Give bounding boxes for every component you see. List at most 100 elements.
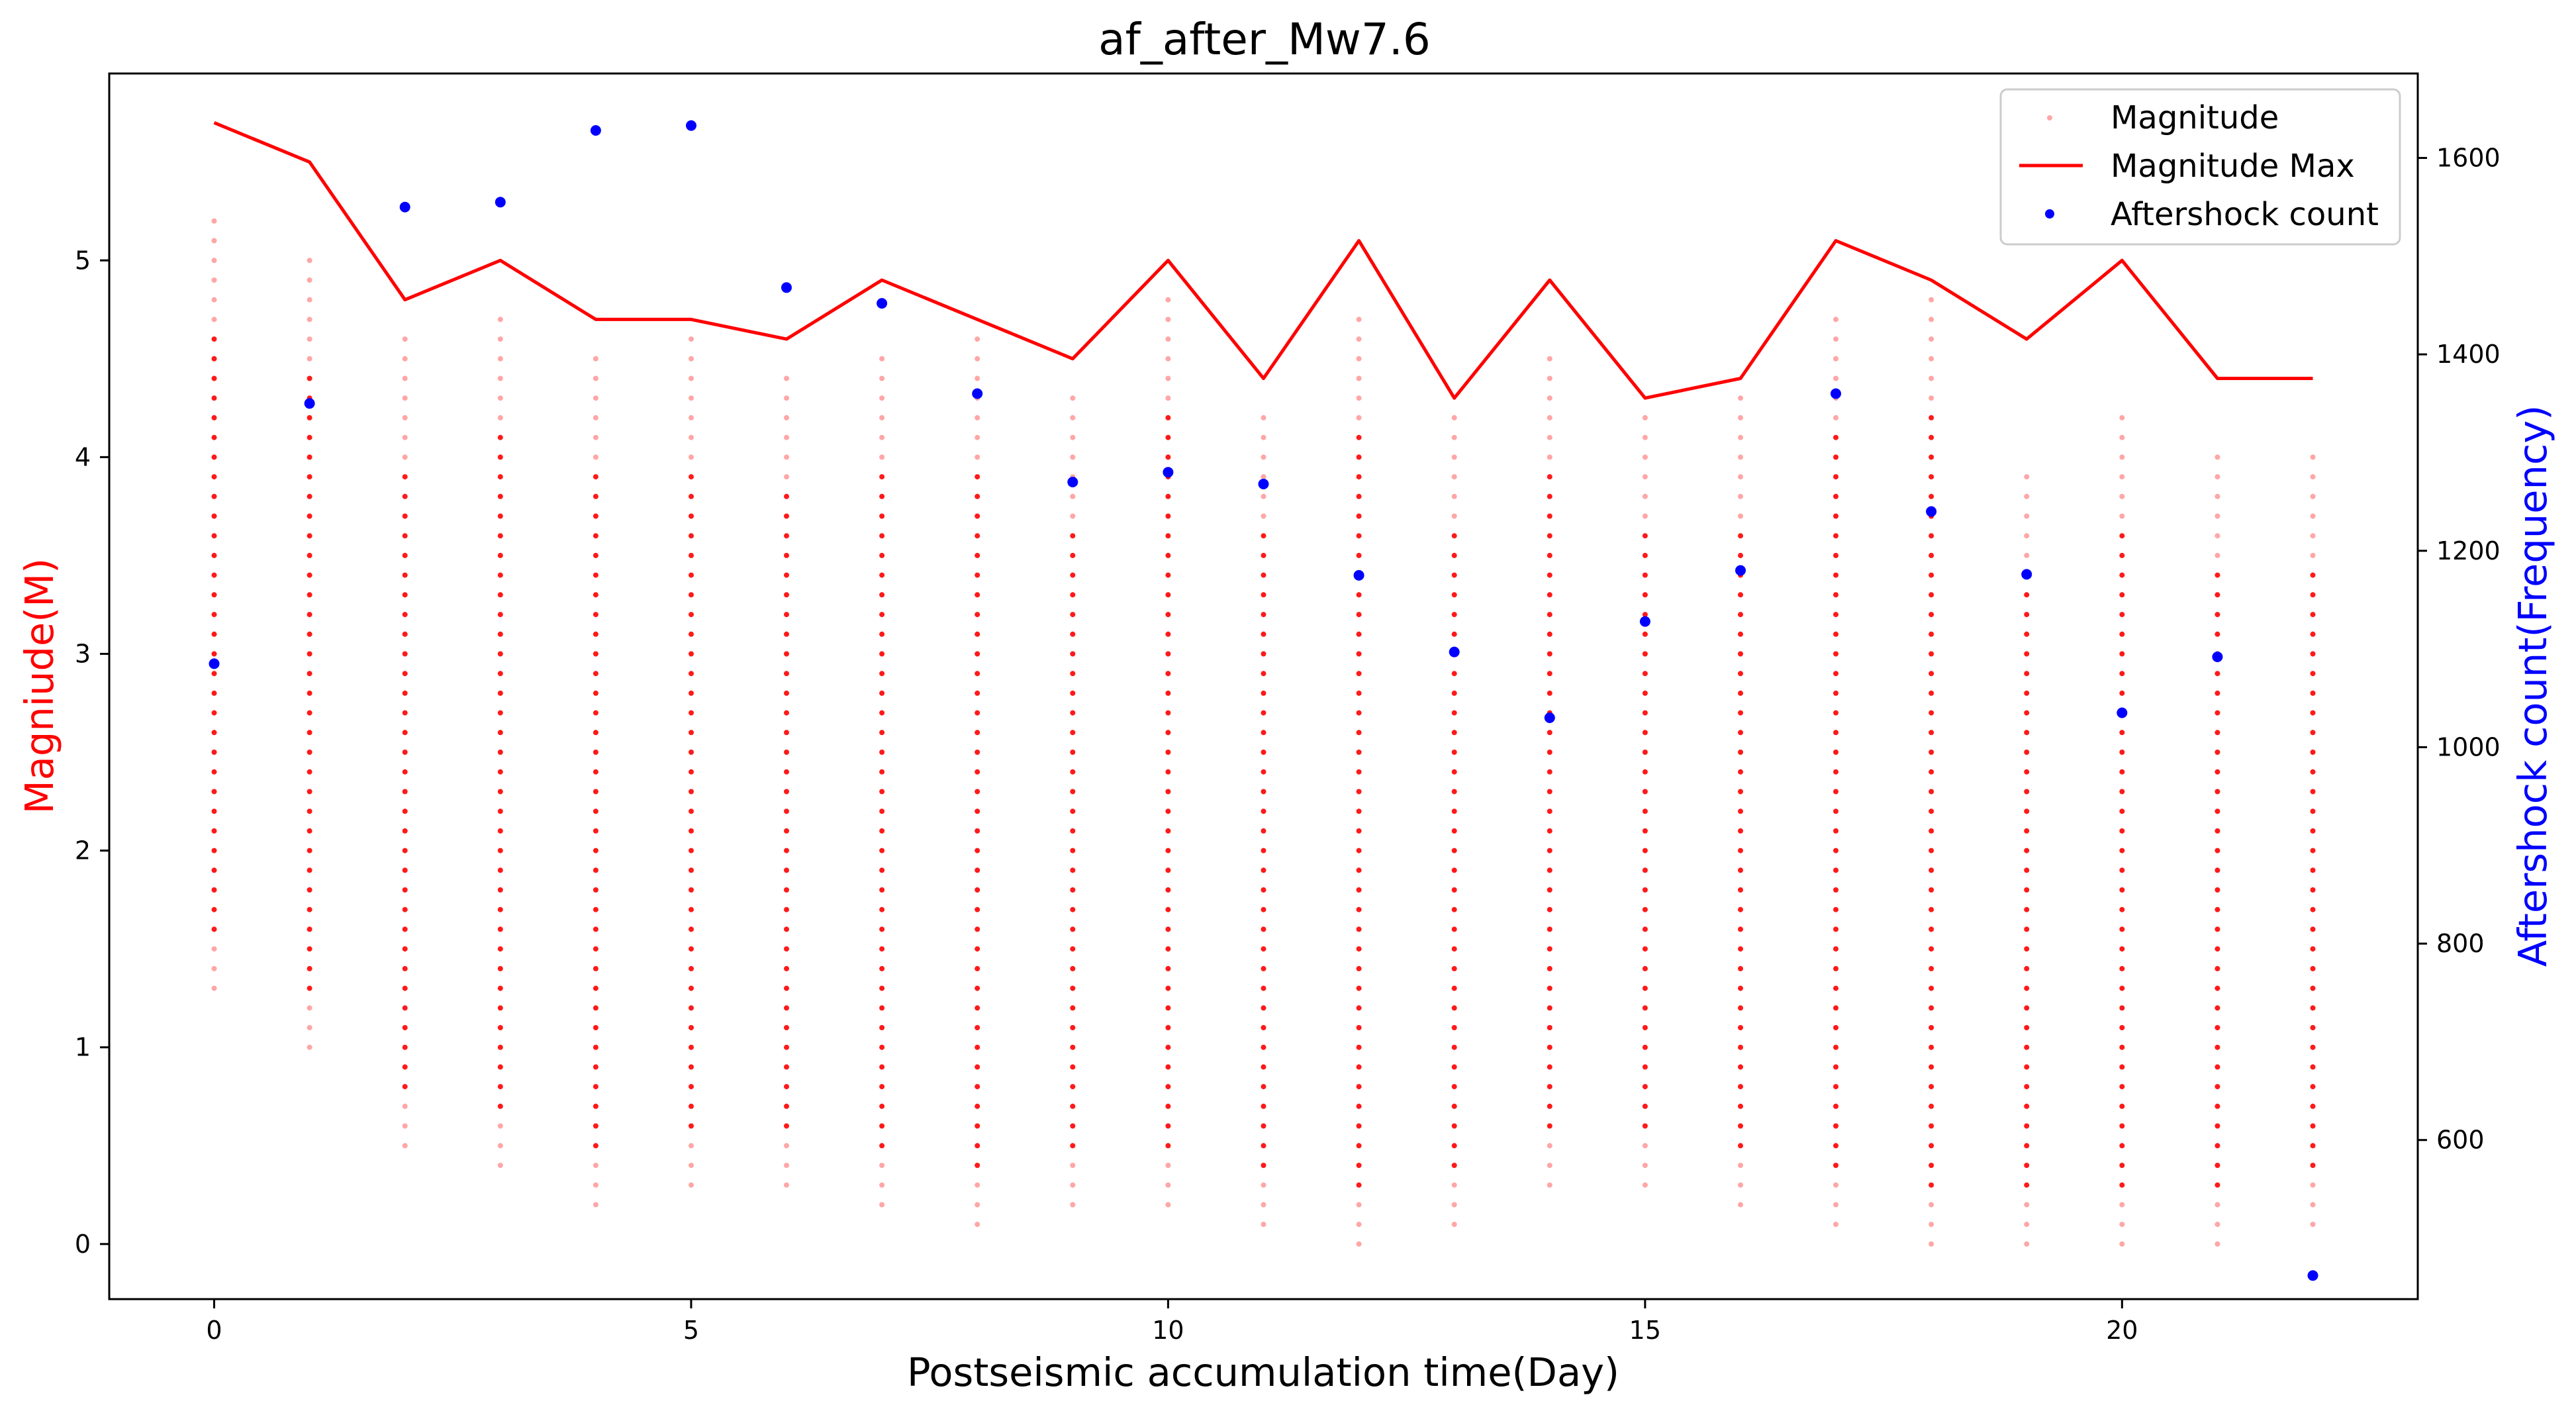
magnitude-point (497, 631, 503, 637)
magnitude-point (1261, 592, 1266, 598)
magnitude-point (2215, 572, 2220, 578)
magnitude-point (2119, 1103, 2125, 1109)
magnitude-point (975, 730, 980, 736)
magnitude-point (1356, 946, 1362, 952)
magnitude-point (593, 769, 598, 775)
magnitude-point (2310, 750, 2316, 755)
magnitude-point (1356, 1025, 1362, 1030)
magnitude-point (1738, 946, 1743, 952)
magnitude-point (1929, 572, 1934, 578)
magnitude-point (1165, 1143, 1171, 1149)
magnitude-point (1547, 513, 1552, 519)
magnitude-point (2310, 1163, 2316, 1168)
aftershock-count-point (877, 298, 888, 309)
magnitude-point (2024, 848, 2030, 854)
magnitude-point (1547, 750, 1552, 755)
magnitude-point (689, 1123, 694, 1129)
y-left-tick-label: 1 (75, 1033, 91, 1062)
magnitude-point (2024, 1103, 2030, 1109)
magnitude-point (2310, 631, 2316, 637)
magnitude-point (211, 513, 217, 519)
magnitude-point (689, 926, 694, 932)
magnitude-point (1929, 434, 1934, 440)
magnitude-point (1451, 946, 1457, 952)
magnitude-point (211, 297, 217, 303)
magnitude-point (1738, 415, 1743, 420)
magnitude-point (211, 730, 217, 736)
magnitude-point (307, 356, 312, 362)
magnitude-point (1356, 395, 1362, 401)
y-right-tick-label: 1400 (2436, 340, 2501, 369)
magnitude-point (1929, 985, 1934, 991)
magnitude-point (402, 769, 408, 775)
magnitude-point (1547, 552, 1552, 558)
magnitude-point (1165, 297, 1171, 303)
magnitude-point (2024, 1005, 2030, 1011)
magnitude-point (211, 750, 217, 755)
magnitude-point (689, 946, 694, 952)
aftershock-count-point (1067, 477, 1078, 487)
magnitude-point (975, 1044, 980, 1050)
magnitude-point (1356, 356, 1362, 362)
magnitude-point (2310, 789, 2316, 795)
magnitude-point (1833, 434, 1838, 440)
magnitude-point (593, 395, 598, 401)
magnitude-point (1070, 415, 1076, 420)
magnitude-point (1833, 985, 1838, 991)
magnitude-point (2119, 690, 2125, 696)
magnitude-point (1261, 750, 1266, 755)
magnitude-point (1833, 493, 1838, 499)
magnitude-point (402, 493, 408, 499)
magnitude-point (307, 1044, 312, 1050)
magnitude-point (1547, 415, 1552, 420)
magnitude-point (1738, 513, 1743, 519)
magnitude-point (1451, 867, 1457, 873)
magnitude-point (879, 1163, 885, 1168)
magnitude-point (1929, 395, 1934, 401)
magnitude-point (2119, 965, 2125, 971)
magnitude-point (975, 1202, 980, 1208)
magnitude-point (975, 906, 980, 912)
magnitude-point (975, 750, 980, 755)
magnitude-point (1165, 690, 1171, 696)
magnitude-point (879, 513, 885, 519)
magnitude-point (1261, 1222, 1266, 1228)
magnitude-point (1165, 533, 1171, 539)
magnitude-point (975, 808, 980, 814)
magnitude-point (1547, 1064, 1552, 1070)
magnitude-point (2119, 651, 2125, 657)
magnitude-point (1356, 336, 1362, 342)
magnitude-point (2024, 906, 2030, 912)
magnitude-point (689, 454, 694, 460)
magnitude-point (593, 730, 598, 736)
magnitude-point (1738, 808, 1743, 814)
magnitude-point (2024, 651, 2030, 657)
magnitude-point (211, 612, 217, 618)
magnitude-point (1070, 1163, 1076, 1168)
magnitude-point (1356, 906, 1362, 912)
magnitude-point (211, 258, 217, 264)
magnitude-point (307, 671, 312, 677)
magnitude-point (2310, 592, 2316, 598)
magnitude-point (1738, 1123, 1743, 1129)
magnitude-point (593, 671, 598, 677)
magnitude-point (1547, 395, 1552, 401)
magnitude-point (2119, 434, 2125, 440)
aftershock-count-point (2212, 652, 2223, 662)
magnitude-point (211, 906, 217, 912)
magnitude-point (211, 572, 217, 578)
magnitude-point (2024, 631, 2030, 637)
magnitude-point (2215, 533, 2220, 539)
magnitude-point (2119, 454, 2125, 460)
magnitude-point (1929, 671, 1934, 677)
magnitude-point (497, 965, 503, 971)
magnitude-point (2215, 631, 2220, 637)
magnitude-point (1356, 493, 1362, 499)
magnitude-point (1547, 631, 1552, 637)
magnitude-point (1833, 474, 1838, 480)
magnitude-point (975, 1163, 980, 1168)
magnitude-point (689, 965, 694, 971)
magnitude-point (1165, 317, 1171, 322)
magnitude-point (1261, 730, 1266, 736)
magnitude-point (975, 1084, 980, 1090)
